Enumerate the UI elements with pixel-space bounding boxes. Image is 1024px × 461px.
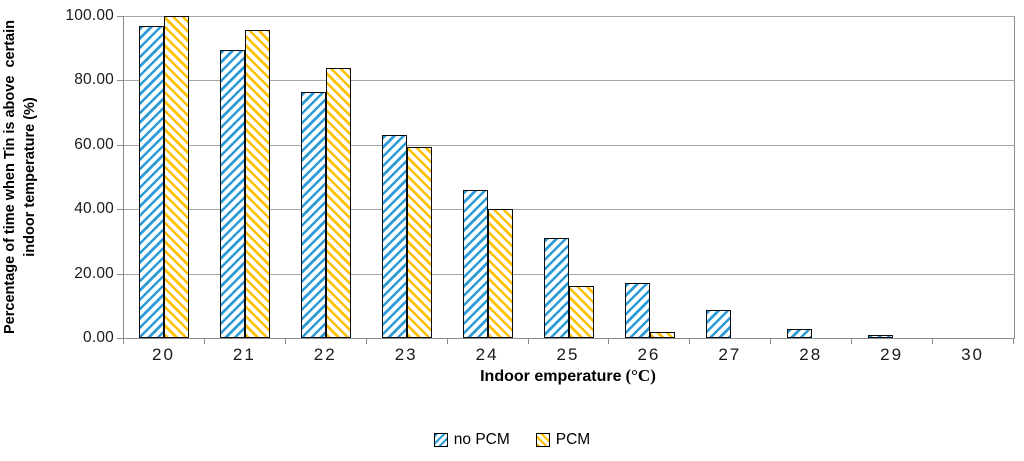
bar-no-pcm-22 [301,92,327,338]
gridline [124,80,1014,82]
legend-pcm-swatch-icon [535,433,550,447]
bar-no-pcm-28 [786,328,812,338]
legend-label-pcm: PCM [555,431,591,448]
gridline [124,273,1014,275]
bar-no-pcm-25 [544,238,569,338]
y-axis-tick [117,144,123,146]
x-axis-tick [527,338,529,344]
bar-no-pcm-20 [139,26,165,338]
x-tick-label: 23 [394,345,418,364]
x-tick-label: 30 [961,345,984,364]
y-axis-tick [117,16,123,17]
bar-no-pcm-23 [382,134,408,338]
x-tick-label: 25 [556,345,580,364]
y-axis-tick [117,338,123,339]
legend-item-pcm: PCM [535,431,591,449]
legend-no-pcm-swatch-icon [433,433,448,447]
x-tick-label: 24 [475,345,499,364]
bar-no-pcm-24 [463,190,489,338]
y-tick-label: 20.00 [74,264,114,282]
bar-no-pcm-21 [220,49,246,338]
legend-item-no-pcm: no PCM [433,431,510,449]
x-axis-tick [203,338,205,344]
x-axis-tick [932,338,934,344]
y-tick-label: 40.00 [74,200,114,218]
x-tick-label: 26 [637,345,661,364]
y-axis-title: Percentage of time when Tin is above cer… [2,20,38,334]
x-axis-title: Indoor emperature (°C) [123,366,1013,386]
x-tick-label: 27 [718,345,742,364]
plot-area [123,16,1015,339]
x-axis-tick [608,338,610,344]
y-tick-label: 80.00 [74,71,114,89]
x-tick-label: 29 [880,345,904,364]
y-tick-label: 60.00 [74,135,114,153]
bar-pcm-25 [569,285,594,338]
y-tick-label: 100.00 [65,7,114,24]
gridline [124,16,1014,17]
legend: no PCM PCM [0,429,1024,451]
bar-pcm-20 [164,16,190,338]
x-axis-title-unit: (°C) [625,366,656,385]
bar-pcm-22 [326,67,352,338]
x-axis-tick [770,338,772,344]
x-tick-label: 20 [151,345,175,364]
x-axis-tick [1013,338,1014,344]
bar-pcm-26 [649,331,675,338]
bar-pcm-23 [407,146,433,338]
x-tick-label: 22 [313,345,337,364]
bar-no-pcm-26 [624,283,650,338]
bar-no-pcm-29 [867,335,893,338]
x-axis-tick [851,338,853,344]
gridline [124,209,1014,211]
x-tick-label: 28 [799,345,823,364]
bar-pcm-21 [245,29,271,338]
gridline [124,144,1014,146]
y-axis-tick [117,80,123,82]
x-axis-tick [123,338,124,344]
legend-label-no-pcm: no PCM [453,431,510,448]
y-axis-tick [117,273,123,275]
x-axis-tick [689,338,691,344]
y-tick-label: 0.00 [83,329,114,346]
bar-pcm-24 [488,209,514,338]
y-axis-tick [117,209,123,211]
x-axis-title-text: Indoor emperature [480,368,622,385]
x-axis-tick [365,338,367,344]
x-axis-tick [284,338,286,344]
x-axis-tick [446,338,448,344]
x-tick-label: 21 [232,345,256,364]
bar-no-pcm-27 [705,310,731,338]
